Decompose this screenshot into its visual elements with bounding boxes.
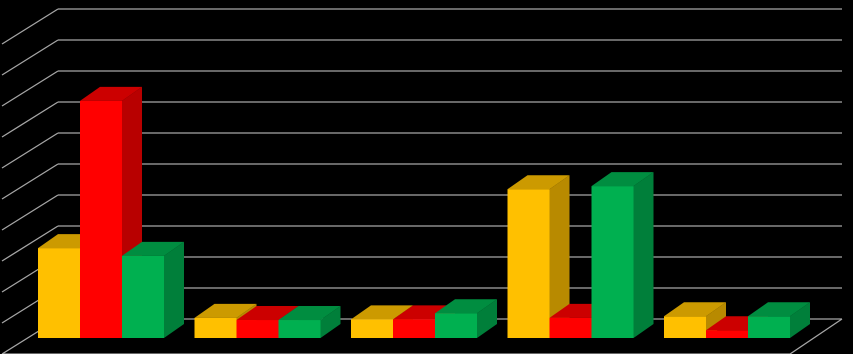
bar-top	[351, 305, 413, 320]
bar-top	[435, 299, 497, 314]
bar	[748, 316, 790, 338]
grid-line	[1, 163, 59, 200]
grid-line	[1, 225, 59, 262]
bar	[38, 248, 80, 338]
bar-top	[80, 86, 142, 101]
grid-line	[1, 70, 59, 107]
bar-side	[633, 172, 654, 338]
bar	[393, 319, 435, 338]
bar	[236, 320, 279, 338]
bar	[549, 317, 592, 338]
bar-top	[664, 302, 726, 317]
grid-line	[1, 8, 59, 45]
bar-top	[278, 306, 341, 321]
bar	[351, 319, 393, 338]
bar-side	[549, 175, 570, 338]
bar-side	[477, 299, 497, 338]
bar	[278, 320, 321, 338]
bar-top	[591, 172, 654, 187]
bar	[435, 313, 477, 338]
bar-side	[164, 241, 184, 338]
bar-top	[748, 302, 810, 317]
bar-top	[507, 175, 570, 190]
bar-top	[236, 306, 299, 321]
grid-line	[1, 132, 59, 169]
bar-side	[320, 306, 341, 338]
bar	[664, 316, 706, 338]
bar	[80, 100, 122, 338]
grid-line	[1, 39, 59, 76]
bar-top	[122, 241, 184, 256]
bar	[194, 317, 237, 338]
bar	[122, 255, 164, 338]
grid-line	[1, 101, 59, 138]
bar	[591, 186, 634, 338]
bar	[706, 330, 748, 338]
grid-line	[1, 194, 59, 231]
floor-edge	[2, 318, 843, 354]
bar	[507, 189, 550, 338]
bar-side	[790, 302, 810, 338]
bar-top	[194, 303, 257, 318]
